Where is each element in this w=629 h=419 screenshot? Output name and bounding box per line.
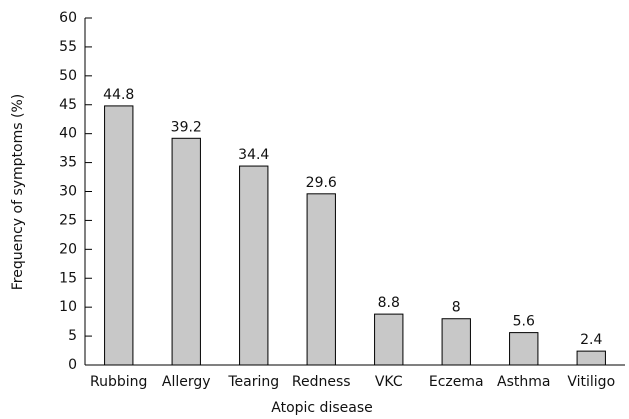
x-tick-label: Eczema	[429, 374, 484, 390]
data-label: 29.6	[306, 175, 337, 191]
y-tick-label: 30	[59, 184, 77, 200]
x-tick-label: Allergy	[162, 374, 211, 390]
data-label: 5.6	[513, 314, 535, 330]
x-tick-label: Vitiligo	[567, 374, 615, 390]
bar	[509, 332, 539, 366]
bar	[239, 165, 269, 366]
bar	[441, 318, 471, 366]
data-label: 39.2	[171, 119, 202, 135]
y-tick-label: 55	[59, 39, 77, 55]
y-tick-label: 40	[59, 126, 77, 142]
y-tick-label: 10	[59, 299, 77, 315]
y-axis-label: Frequency of symptoms (%)	[10, 94, 26, 291]
y-tick-label: 50	[59, 68, 77, 84]
y-tick-label: 35	[59, 155, 77, 171]
x-tick-label: Asthma	[497, 374, 550, 390]
bar	[104, 105, 134, 366]
data-label: 8.8	[378, 295, 400, 311]
data-label: 44.8	[103, 87, 134, 103]
y-tick-label: 0	[68, 357, 77, 373]
bar	[576, 350, 606, 366]
y-tick-label: 25	[59, 212, 77, 228]
x-tick-label: Redness	[292, 374, 351, 390]
x-tick-label: Tearing	[227, 374, 279, 390]
y-tick-label: 5	[68, 328, 77, 344]
x-tick-label: VKC	[375, 374, 403, 390]
data-label: 8	[452, 300, 461, 316]
y-tick-label: 60	[59, 10, 77, 26]
data-label: 34.4	[238, 147, 269, 163]
x-axis-label: Atopic disease	[271, 400, 372, 416]
data-label: 2.4	[580, 332, 602, 348]
y-tick-label: 15	[59, 270, 77, 286]
y-tick-label: 45	[59, 97, 77, 113]
bar	[374, 313, 404, 366]
bar	[306, 193, 336, 366]
bar	[171, 137, 201, 366]
x-tick-label: Rubbing	[90, 374, 147, 390]
y-tick-label: 20	[59, 241, 77, 257]
